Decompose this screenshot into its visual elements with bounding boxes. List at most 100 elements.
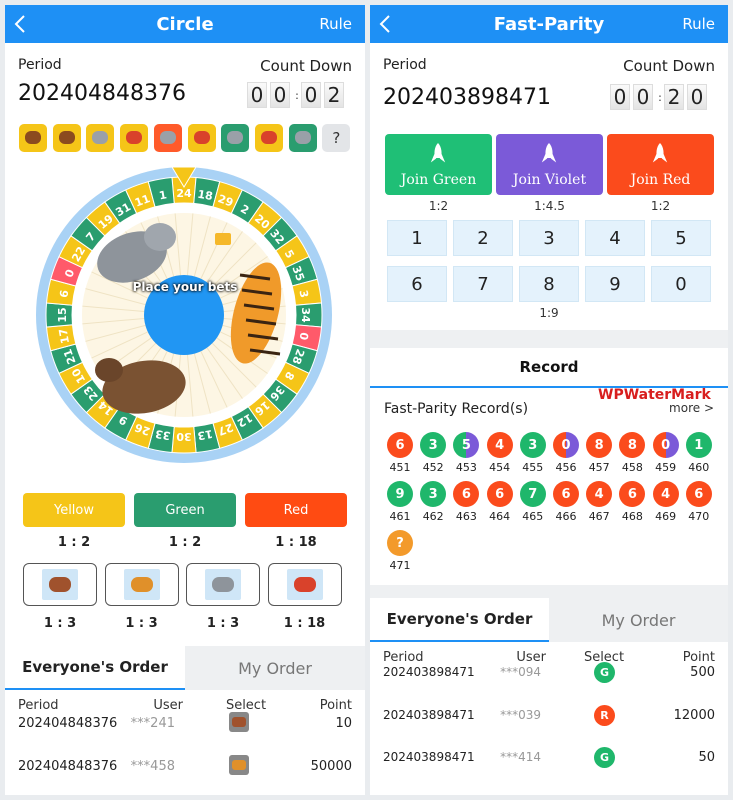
record-id: 469 [655, 510, 677, 523]
history-icon-figure [193, 131, 210, 144]
animal-picture [286, 569, 323, 600]
tab[interactable]: My Order [238, 658, 312, 678]
order-user: ***094 [500, 665, 541, 679]
column-header: Select [583, 650, 625, 665]
color-bet-button[interactable]: Red [245, 493, 347, 527]
color-bet-button[interactable]: Green [134, 493, 236, 527]
record-ball: 0 [652, 432, 679, 458]
parity-panel: Fast-Parity Rule Period Count Down 202403898… [370, 5, 728, 795]
record-ball: 6 [387, 432, 413, 458]
rocket-fins [541, 153, 557, 163]
number-button[interactable]: 7 [453, 266, 513, 302]
rule-button[interactable]: Rule [319, 15, 352, 33]
join-button[interactable]: Join Violet [496, 134, 603, 195]
order-select-icon [229, 755, 249, 775]
join-button[interactable]: Join Red [607, 134, 714, 195]
number-button[interactable]: 8 [519, 266, 579, 302]
record-id: 467 [588, 510, 610, 523]
number-button[interactable]: 1 [387, 220, 447, 256]
number-button[interactable]: 3 [519, 220, 579, 256]
record-id: 459 [655, 461, 677, 474]
record-ball: 6 [685, 481, 712, 507]
animal-bet-button[interactable] [104, 563, 179, 606]
number-button[interactable]: 4 [585, 220, 645, 256]
back-button[interactable] [13, 14, 27, 34]
more-link[interactable]: more > [669, 401, 714, 415]
back-button[interactable] [378, 14, 392, 34]
animal-bet-button[interactable] [267, 563, 342, 606]
history-icon [19, 124, 47, 152]
icon-figure [232, 760, 246, 770]
record-id: 458 [621, 461, 643, 474]
number-button[interactable]: 9 [585, 266, 645, 302]
wheel-spoke [82, 305, 145, 313]
header-title: Fast-Parity [493, 13, 605, 35]
bet-odds: 1 : 18 [283, 616, 326, 631]
wheel-number: 13 [196, 427, 213, 442]
column-header: Period [383, 650, 424, 665]
wheel-number: 0 [62, 267, 77, 279]
record-ball: 4 [652, 481, 679, 507]
record-ball: 3 [420, 432, 447, 458]
order-point: 10 [335, 716, 352, 731]
record-ball: 5 [453, 432, 480, 458]
record-id: 461 [389, 510, 411, 523]
bet-odds: 1 : 2 [168, 535, 202, 550]
order-point: 50 [698, 750, 715, 765]
color-bet-button[interactable]: Yellow [23, 493, 125, 527]
order-user: ***414 [500, 750, 541, 764]
tab-active[interactable]: Everyone's Order [5, 646, 185, 690]
animal-bet-button[interactable] [23, 563, 97, 606]
tab[interactable]: My Order [601, 610, 676, 630]
wheel-number: 30 [176, 430, 192, 443]
record-id: 470 [688, 510, 710, 523]
period-number: 202403898471 [383, 85, 551, 110]
record-ball: 3 [420, 481, 447, 507]
record-ball: 1 [685, 432, 712, 458]
record-ball: 4 [486, 432, 513, 458]
record-id: 466 [555, 510, 577, 523]
wheel-spoke [211, 242, 257, 288]
rule-button[interactable]: Rule [682, 15, 715, 33]
animal-figure [212, 577, 234, 592]
record-ball: 3 [519, 432, 546, 458]
join-label: Join Red [630, 172, 691, 188]
header-bar: Fast-Parity Rule [370, 5, 728, 43]
record-id: 451 [389, 461, 411, 474]
back-chevron [14, 15, 25, 33]
history-icon-figure [159, 131, 176, 144]
crown-figure [215, 233, 231, 245]
countdown-digit: 0 [301, 82, 321, 108]
order-period: 202403898471 [383, 750, 475, 764]
history-icon [120, 124, 149, 152]
countdown-colon: : [658, 90, 662, 104]
animal-figure [49, 577, 71, 592]
animal-bet-button[interactable] [186, 563, 260, 606]
record-ball: 4 [586, 481, 613, 507]
wheel-number: 24 [176, 187, 192, 200]
order-period: 202403898471 [383, 665, 475, 679]
bull-figure [102, 360, 186, 414]
bet-odds: 1 : 3 [206, 616, 240, 631]
tab-active[interactable]: Everyone's Order [370, 598, 549, 642]
record-ball: 7 [519, 481, 546, 507]
history-icon-figure [227, 131, 244, 144]
record-ball: ? [387, 530, 413, 556]
column-header: Point [682, 650, 715, 665]
order-user: ***458 [130, 759, 175, 774]
number-button[interactable]: 6 [387, 266, 447, 302]
number-button[interactable]: 2 [453, 220, 513, 256]
number-button[interactable]: 5 [651, 220, 711, 256]
order-select-icon [229, 712, 249, 732]
wheel-number: 29 [216, 192, 235, 209]
record-id: 464 [489, 510, 511, 523]
wheel-number: 35 [289, 264, 306, 283]
number-button[interactable]: 0 [651, 266, 711, 302]
join-button[interactable]: Join Green [385, 134, 492, 195]
bet-odds: 1 : 18 [275, 535, 317, 550]
countdown-digit: 2 [664, 84, 684, 110]
history-icon-figure [126, 131, 143, 144]
history-icon-figure [294, 131, 311, 144]
history-icon [254, 124, 283, 152]
